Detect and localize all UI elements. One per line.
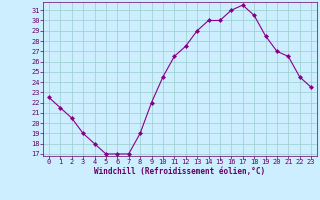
X-axis label: Windchill (Refroidissement éolien,°C): Windchill (Refroidissement éolien,°C) bbox=[94, 167, 266, 176]
